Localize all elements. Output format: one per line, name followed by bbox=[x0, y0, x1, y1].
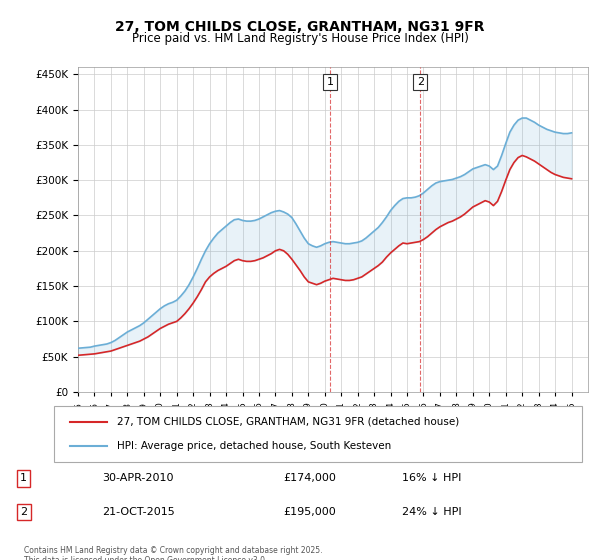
Text: Contains HM Land Registry data © Crown copyright and database right 2025.
This d: Contains HM Land Registry data © Crown c… bbox=[24, 546, 323, 560]
Text: 1: 1 bbox=[20, 473, 27, 483]
Text: 27, TOM CHILDS CLOSE, GRANTHAM, NG31 9FR: 27, TOM CHILDS CLOSE, GRANTHAM, NG31 9FR bbox=[115, 20, 485, 34]
Text: £174,000: £174,000 bbox=[283, 473, 336, 483]
Text: HPI: Average price, detached house, South Kesteven: HPI: Average price, detached house, Sout… bbox=[118, 441, 392, 451]
Text: 21-OCT-2015: 21-OCT-2015 bbox=[103, 507, 175, 517]
Text: £195,000: £195,000 bbox=[283, 507, 336, 517]
Text: Price paid vs. HM Land Registry's House Price Index (HPI): Price paid vs. HM Land Registry's House … bbox=[131, 32, 469, 45]
Text: 1: 1 bbox=[327, 77, 334, 87]
Text: 24% ↓ HPI: 24% ↓ HPI bbox=[401, 507, 461, 517]
Text: 2: 2 bbox=[20, 507, 27, 517]
Text: 27, TOM CHILDS CLOSE, GRANTHAM, NG31 9FR (detached house): 27, TOM CHILDS CLOSE, GRANTHAM, NG31 9FR… bbox=[118, 417, 460, 427]
Text: 30-APR-2010: 30-APR-2010 bbox=[103, 473, 174, 483]
Text: 2: 2 bbox=[416, 77, 424, 87]
Text: 16% ↓ HPI: 16% ↓ HPI bbox=[401, 473, 461, 483]
FancyBboxPatch shape bbox=[54, 406, 582, 462]
